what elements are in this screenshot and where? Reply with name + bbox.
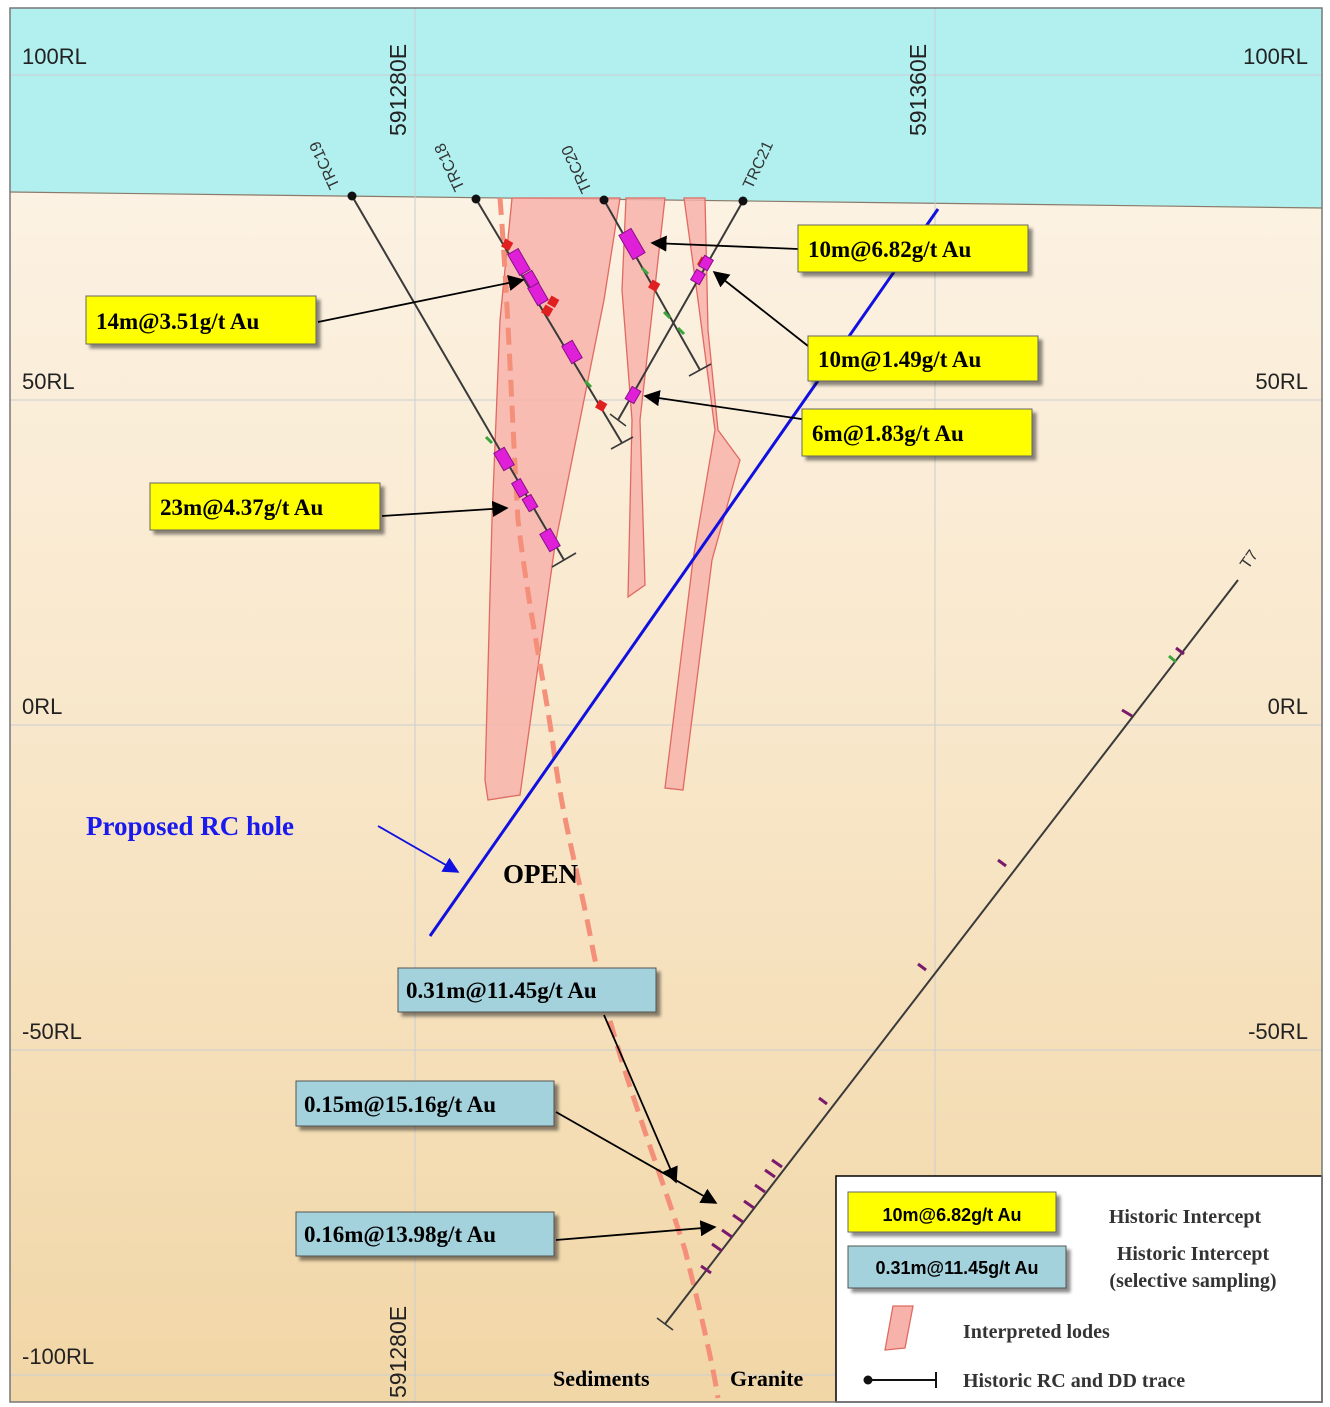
rl-label-0-left: 0RL xyxy=(22,694,62,719)
selective-box-2 xyxy=(295,1080,555,1127)
trace-t7 xyxy=(664,579,1239,1325)
collar-trc21 xyxy=(738,196,748,206)
trace-trc21 xyxy=(617,200,744,421)
intercept-text-1: 10m@6.82g/t Au xyxy=(808,237,971,263)
intercept-text-5: 23m@4.37g/t Au xyxy=(160,495,323,521)
rl-label-minus50-left: -50RL xyxy=(22,1019,82,1044)
open-label: OPEN xyxy=(503,859,579,889)
interpreted-lodes xyxy=(484,197,741,801)
t7-sample-ticks xyxy=(700,646,1185,1275)
intercept-text-4: 6m@1.83g/t Au xyxy=(812,421,964,447)
legend-lode-swatch xyxy=(884,1305,914,1351)
legend-label-blue-1: Historic Intercept xyxy=(1117,1243,1270,1265)
lode-east xyxy=(664,197,741,791)
collar-trc20 xyxy=(599,195,609,205)
legend-sample-blue-text: 0.31m@11.45g/t Au xyxy=(876,1258,1039,1278)
sky-area xyxy=(10,8,1322,208)
legend-sample-blue xyxy=(847,1245,1067,1289)
proposed-rc-hole xyxy=(428,208,940,937)
collar-trc18 xyxy=(471,194,481,204)
rl-label-100-left: 100RL xyxy=(22,44,87,69)
figure-frame xyxy=(9,7,1323,1403)
legend-sample-yellow-text: 10m@6.82g/t Au xyxy=(883,1205,1022,1225)
intercept-text-2: 14m@3.51g/t Au xyxy=(96,309,259,335)
legend-label-yellow: Historic Intercept xyxy=(1109,1206,1262,1228)
lode-middle xyxy=(621,197,666,599)
collar-trc19 xyxy=(347,191,357,201)
rl-label-minus50-right: -50RL xyxy=(1248,1019,1308,1044)
rl-label-50-left: 50RL xyxy=(22,369,75,394)
selective-text-1: 0.31m@11.45g/t Au xyxy=(406,978,597,1004)
legend-label-blue-2: (selective sampling) xyxy=(1109,1270,1276,1292)
selective-box-1 xyxy=(397,967,657,1013)
rl-label-0-right: 0RL xyxy=(1268,694,1308,719)
easting-label-top-left: 591280E xyxy=(385,44,411,136)
proposed-hole-arrow xyxy=(377,825,460,873)
legend-label-lodes: Interpreted lodes xyxy=(963,1321,1110,1343)
intercept-box-trc20 xyxy=(797,224,1029,273)
easting-label-top-right: 591360E xyxy=(905,44,931,136)
rl-label-minus100-left: -100RL xyxy=(22,1344,94,1369)
selective-text-3: 0.16m@13.98g/t Au xyxy=(304,1222,496,1248)
end-of-hole-ticks xyxy=(551,363,712,1331)
legend-sample-yellow xyxy=(847,1191,1057,1233)
intercept-box-trc19 xyxy=(149,482,381,531)
intercept-box-trc21 xyxy=(807,335,1039,382)
intercept-arrows xyxy=(317,235,809,1241)
rl-label-100-right: 100RL xyxy=(1243,44,1308,69)
legend-label-trace: Historic RC and DD trace xyxy=(963,1370,1185,1392)
rl-label-50-right: 50RL xyxy=(1255,369,1308,394)
intercept-text-3: 10m@1.49g/t Au xyxy=(818,347,981,373)
intercept-box-trc18 xyxy=(85,295,317,345)
sediment-granite-contact xyxy=(497,197,721,1399)
legend: 10m@6.82g/t Au Historic Intercept 0.31m@… xyxy=(835,1175,1323,1403)
topography-line xyxy=(9,191,1323,209)
easting-label-bottom: 591280E xyxy=(385,1306,411,1398)
selective-text-2: 0.15m@15.16g/t Au xyxy=(304,1092,496,1118)
proposed-hole-label: Proposed RC hole xyxy=(86,811,294,841)
trace-trc18 xyxy=(475,198,623,444)
sediments-label: Sediments xyxy=(553,1366,650,1391)
mineralised-intervals xyxy=(493,227,715,553)
granite-label: Granite xyxy=(730,1366,804,1391)
sample-markers-red xyxy=(501,238,710,412)
selective-box-3 xyxy=(295,1211,555,1257)
intercept-box-trc21-lower xyxy=(801,408,1033,457)
